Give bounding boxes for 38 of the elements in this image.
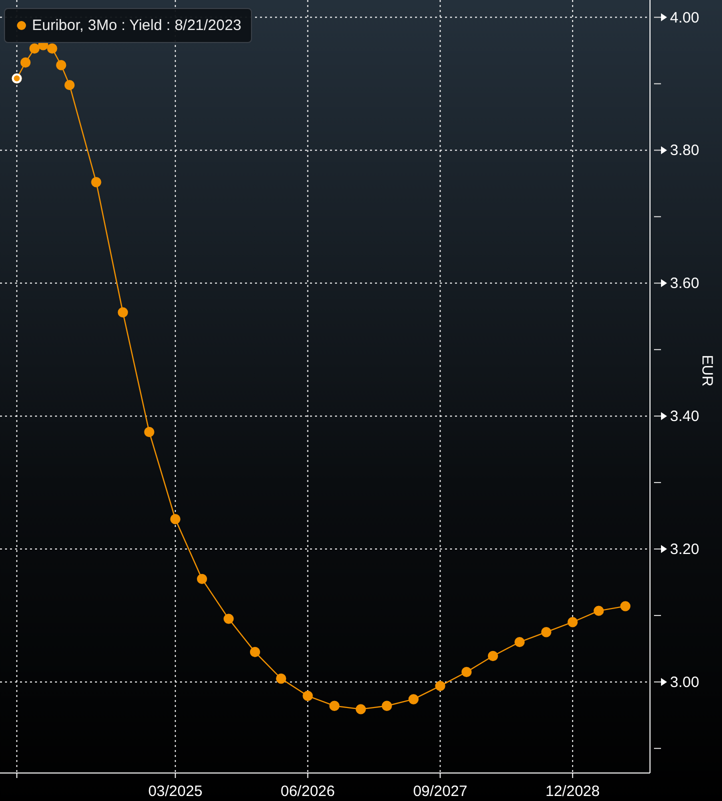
point [541,626,552,638]
point [56,60,66,70]
point [170,514,180,524]
point [144,426,154,438]
point [91,177,102,188]
point [250,646,260,658]
point [382,700,392,711]
point [20,57,31,68]
point [196,574,208,584]
y-tick-label: 3.00 [670,674,700,691]
point [302,690,313,701]
point [568,617,578,628]
x-tick-label: 03/2025 [148,783,202,800]
point [276,674,286,684]
point [435,680,446,692]
x-tick-label: 12/2028 [546,783,600,800]
point [64,80,75,90]
point [356,704,366,714]
y-tick-label: 3.40 [670,408,700,426]
x-tick-label: 09/2027 [413,783,468,800]
point [620,601,630,612]
point [118,307,128,318]
point [29,43,40,54]
x-tick-label: 06/2026 [280,783,335,800]
point [488,650,498,662]
y-tick-label: 4.00 [670,9,700,26]
y-tick-label: 3.60 [670,275,700,292]
y-tick-label: 3.80 [670,142,700,160]
y-tick-label: 3.20 [670,541,700,558]
point [47,43,58,54]
point [224,614,234,624]
legend-label: Euribor, 3Mo : Yield : 8/21/2023 [32,17,242,34]
point [329,700,340,711]
point [408,694,419,704]
point [461,666,472,678]
y-axis-title: EUR [698,354,716,387]
point [514,636,525,648]
point [594,606,604,616]
